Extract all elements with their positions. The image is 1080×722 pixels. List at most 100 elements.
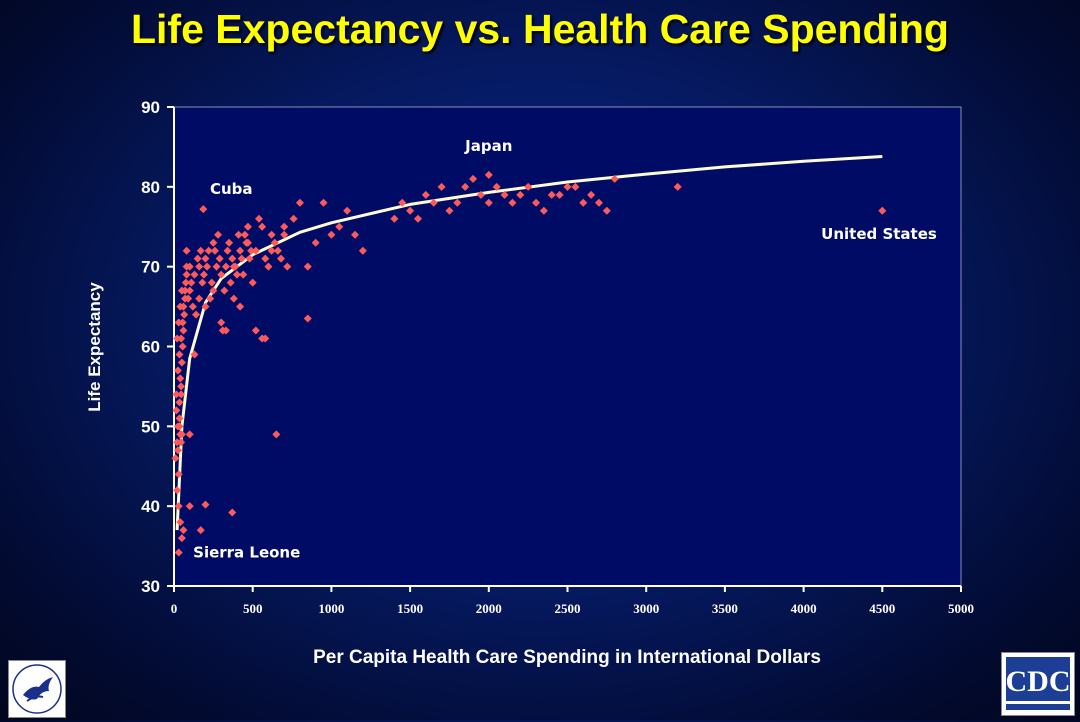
data-point — [185, 286, 194, 295]
data-point — [267, 246, 276, 255]
data-point — [239, 270, 248, 279]
data-point — [192, 310, 201, 319]
data-point — [571, 182, 580, 191]
x-tick-label: 1000 — [318, 601, 344, 616]
data-point — [175, 350, 184, 359]
data-point — [207, 278, 216, 287]
data-point — [175, 414, 184, 423]
data-point — [179, 526, 188, 535]
data-point — [188, 302, 197, 311]
x-tick-label: 3000 — [633, 601, 659, 616]
data-point — [277, 254, 286, 263]
data-point — [204, 246, 213, 255]
data-point — [243, 222, 252, 231]
hhs-logo — [8, 660, 66, 718]
data-point — [234, 230, 243, 239]
data-point — [303, 262, 312, 271]
data-point — [179, 302, 188, 311]
data-point — [587, 190, 596, 199]
data-point — [237, 254, 246, 263]
data-point — [196, 246, 205, 255]
data-point — [251, 246, 260, 255]
x-tick-label: 3500 — [712, 601, 738, 616]
data-point — [212, 262, 221, 271]
data-point — [261, 254, 270, 263]
data-point — [220, 286, 229, 295]
data-point — [217, 270, 226, 279]
x-tick-label: 2000 — [476, 601, 502, 616]
data-point — [217, 318, 226, 327]
data-point — [173, 446, 182, 455]
data-point — [358, 246, 367, 255]
x-tick-label: 4000 — [791, 601, 817, 616]
x-tick-label: 5000 — [948, 601, 974, 616]
data-point — [228, 508, 237, 517]
data-point — [232, 270, 241, 279]
data-point — [187, 278, 196, 287]
data-point — [251, 326, 260, 335]
y-axis-label: Life Expectancy — [85, 282, 104, 412]
data-point — [175, 398, 184, 407]
x-tick-label: 1500 — [397, 601, 423, 616]
data-point — [563, 182, 572, 191]
data-point — [223, 246, 232, 255]
data-point — [398, 198, 407, 207]
data-point — [508, 198, 517, 207]
data-point — [406, 206, 415, 215]
data-point — [273, 246, 282, 255]
cdc-logo-text: CDC — [1006, 665, 1071, 698]
data-point — [177, 334, 186, 343]
data-point — [175, 422, 184, 431]
data-point — [245, 254, 254, 263]
data-point — [303, 314, 312, 323]
data-point — [226, 278, 235, 287]
annotation-label: Sierra Leone — [193, 543, 300, 561]
data-point — [602, 206, 611, 215]
data-point — [174, 470, 183, 479]
data-point — [532, 198, 541, 207]
data-point — [210, 246, 219, 255]
data-point — [177, 358, 186, 367]
data-point — [261, 334, 270, 343]
x-tick-label: 2500 — [555, 601, 581, 616]
data-point — [196, 526, 205, 535]
data-point — [195, 294, 204, 303]
data-point — [289, 214, 298, 223]
data-point — [182, 270, 191, 279]
data-point — [516, 190, 525, 199]
data-point — [610, 174, 619, 183]
x-axis-label: Per Capita Health Care Spending in Inter… — [313, 647, 821, 668]
data-point — [178, 342, 187, 351]
data-point — [258, 222, 267, 231]
data-point — [201, 302, 210, 311]
data-point — [185, 430, 194, 439]
data-point — [199, 270, 208, 279]
y-tick-label: 90 — [141, 98, 160, 117]
data-point — [176, 374, 185, 383]
data-point — [476, 190, 485, 199]
x-tick-label: 500 — [243, 601, 263, 616]
data-point — [270, 238, 279, 247]
data-point — [182, 246, 191, 255]
y-tick-label: 40 — [141, 497, 160, 516]
data-point — [390, 214, 399, 223]
data-point — [878, 206, 887, 215]
data-point — [453, 198, 462, 207]
data-point — [190, 270, 199, 279]
annotation-label: Japan — [464, 137, 512, 155]
data-point — [579, 198, 588, 207]
data-point — [236, 302, 245, 311]
data-point — [311, 238, 320, 247]
x-tick-label: 0 — [171, 601, 178, 616]
page-title: Life Expectancy vs. Health Care Spending — [131, 6, 949, 52]
data-point — [173, 486, 182, 495]
data-point — [228, 254, 237, 263]
data-point — [179, 326, 188, 335]
data-point — [173, 366, 182, 375]
data-point — [193, 254, 202, 263]
data-point — [214, 230, 223, 239]
data-point — [229, 294, 238, 303]
data-point — [221, 262, 230, 271]
data-point — [172, 406, 181, 415]
